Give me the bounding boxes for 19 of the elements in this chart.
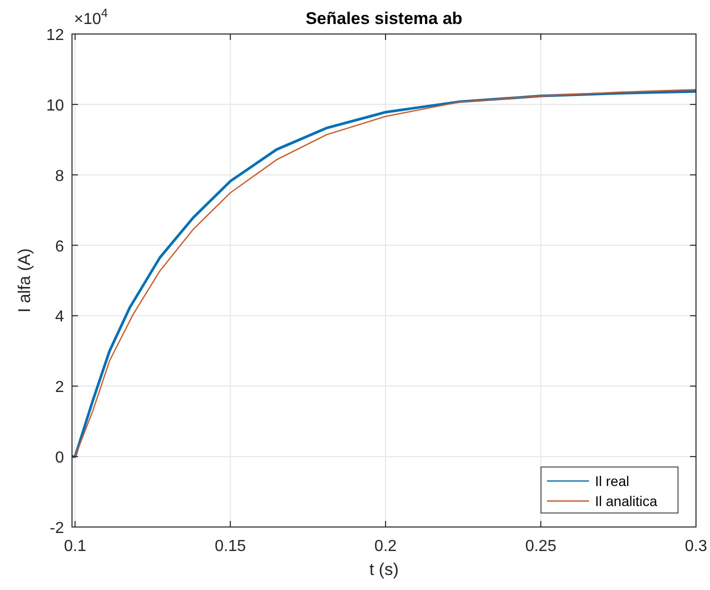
- x-tick-label: 0.1: [64, 538, 86, 555]
- y-tick-label: 8: [55, 168, 64, 185]
- y-tick-label: -2: [50, 520, 64, 537]
- x-tick-label: 0.15: [214, 538, 246, 555]
- legend-label: Il real: [595, 473, 630, 489]
- y-tick-label: 6: [55, 238, 64, 256]
- chart-title: Señales sistema ab: [306, 9, 462, 28]
- y-tick-label: 10: [46, 97, 64, 114]
- y-tick-label: 2: [55, 379, 64, 396]
- x-tick-label: 0.3: [684, 538, 708, 555]
- y-tick-label: 4: [55, 308, 64, 326]
- y-tick-label: 12: [46, 27, 64, 44]
- y-tick-label: 0: [55, 450, 64, 467]
- x-tick-label: 0.25: [525, 538, 556, 555]
- x-axis-title: t (s): [369, 560, 399, 579]
- legend-label: Il analitica: [595, 493, 658, 509]
- y-axis-title: I alfa (A): [15, 248, 34, 313]
- x-tick-label: 0.2: [374, 538, 397, 555]
- text: ×10$^{4}$: [74, 6, 108, 28]
